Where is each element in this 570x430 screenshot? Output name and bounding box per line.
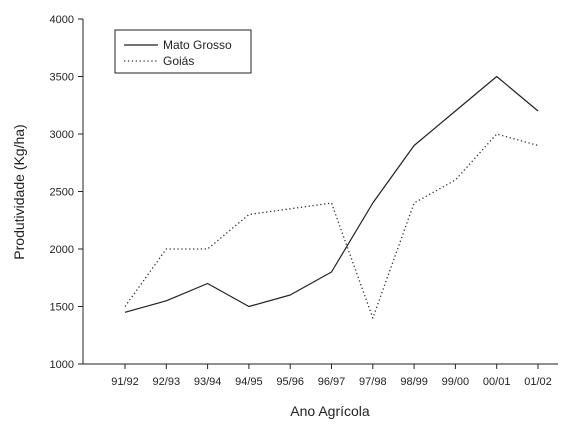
x-axis-title: Ano Agrícola [290, 403, 370, 419]
legend-label-goias: Goiás [163, 54, 194, 68]
x-tick-label: 91/92 [111, 376, 139, 388]
y-tick-label: 3000 [50, 129, 74, 141]
y-tick-label: 2000 [50, 244, 74, 256]
legend-label-mato-grosso: Mato Grosso [163, 38, 232, 52]
x-tick-label: 97/98 [359, 376, 387, 388]
series-line-goias [124, 133, 539, 319]
y-tick-label: 4000 [50, 14, 74, 26]
y-axis-title: Produtividade (Kg/ha) [11, 124, 27, 259]
x-tick-label: 98/99 [400, 376, 428, 388]
y-tick-label: 1000 [50, 359, 74, 371]
y-tick-label: 3500 [50, 72, 74, 84]
x-tick-label: 93/94 [194, 376, 222, 388]
x-tick-label: 01/02 [524, 376, 552, 388]
legend-box [114, 29, 252, 74]
x-tick-label: 99/00 [442, 376, 470, 388]
x-tick-label: 92/93 [153, 376, 181, 388]
y-tick-label: 1500 [50, 302, 74, 314]
x-tick-label: 96/97 [318, 376, 346, 388]
x-tick-label: 95/96 [276, 376, 304, 388]
y-axis-ticks: 1000 1500 2000 2500 3000 3500 4000 [50, 14, 83, 371]
legend: Mato Grosso Goiás [114, 29, 252, 74]
x-axis-ticks: 91/92 92/93 93/94 94/95 95/96 96/97 97/98 98/99… [111, 364, 552, 388]
x-tick-label: 94/95 [235, 376, 263, 388]
series-layer [124, 75, 539, 319]
y-tick-label: 2500 [50, 187, 74, 199]
series-line-mato-grosso [124, 75, 539, 313]
x-tick-label: 00/01 [483, 376, 511, 388]
